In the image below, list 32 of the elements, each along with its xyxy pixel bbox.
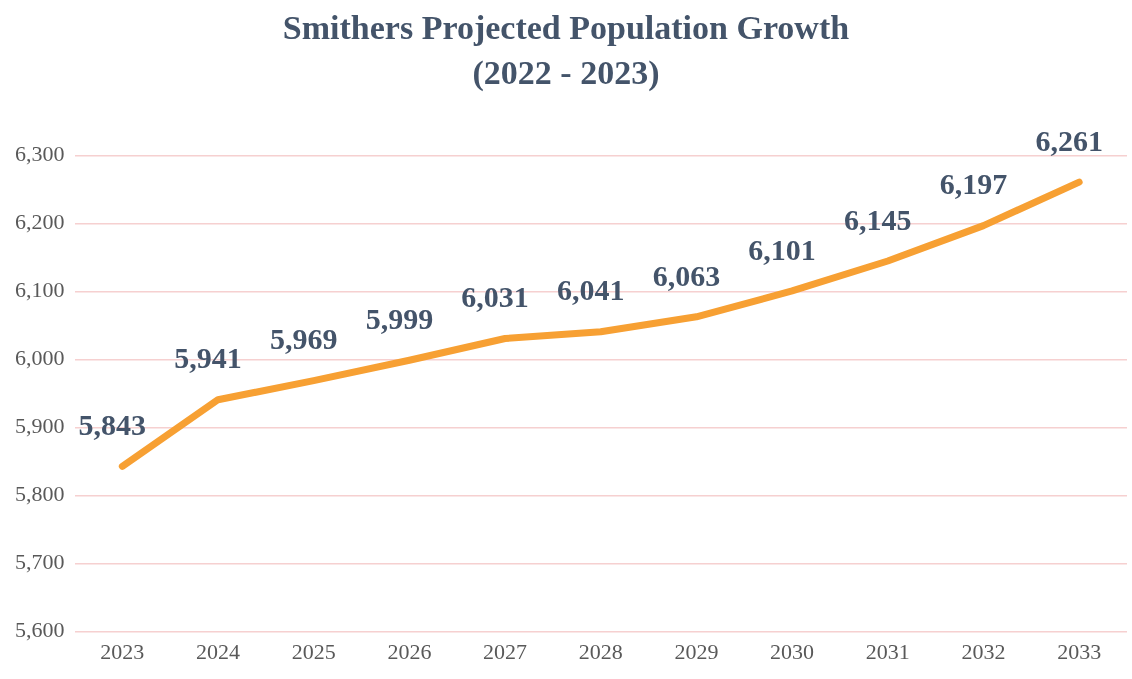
- data-label: 6,031: [461, 280, 529, 314]
- x-tick-label: 2029: [674, 638, 719, 664]
- y-tick-label: 5,800: [15, 481, 65, 507]
- x-tick-label: 2027: [483, 638, 528, 664]
- data-label: 6,063: [652, 258, 721, 292]
- y-tick-label: 5,600: [15, 617, 65, 643]
- x-tick-label: 2028: [578, 638, 623, 664]
- data-label: 6,101: [748, 232, 816, 266]
- y-tick-label: 5,900: [15, 413, 65, 439]
- data-label: 6,041: [557, 273, 625, 307]
- x-tick-label: 2024: [196, 638, 241, 664]
- x-tick-label: 2032: [961, 638, 1006, 664]
- x-tick-label: 2031: [865, 638, 910, 664]
- x-tick-label: 2030: [770, 638, 815, 664]
- y-tick-label: 6,300: [15, 141, 65, 167]
- x-tick-label: 2023: [100, 638, 145, 664]
- data-label: 5,969: [269, 322, 338, 356]
- y-tick-label: 6,200: [15, 209, 65, 235]
- chart-title: Smithers Projected Population Growth: [282, 9, 850, 47]
- y-tick-label: 6,100: [15, 277, 65, 303]
- data-label: 6,261: [1035, 123, 1103, 157]
- data-label: 5,941: [174, 341, 242, 375]
- data-label: 5,843: [78, 408, 147, 442]
- y-tick-label: 6,000: [15, 345, 65, 371]
- data-label: 6,197: [939, 167, 1008, 201]
- chart-subtitle: (2022 - 2023): [472, 53, 660, 92]
- x-tick-label: 2026: [387, 638, 432, 664]
- data-label: 6,145: [844, 202, 912, 236]
- x-tick-label: 2033: [1057, 638, 1102, 664]
- y-tick-label: 5,700: [15, 549, 65, 575]
- x-tick-label: 2025: [291, 638, 336, 664]
- data-label: 5,999: [365, 302, 434, 336]
